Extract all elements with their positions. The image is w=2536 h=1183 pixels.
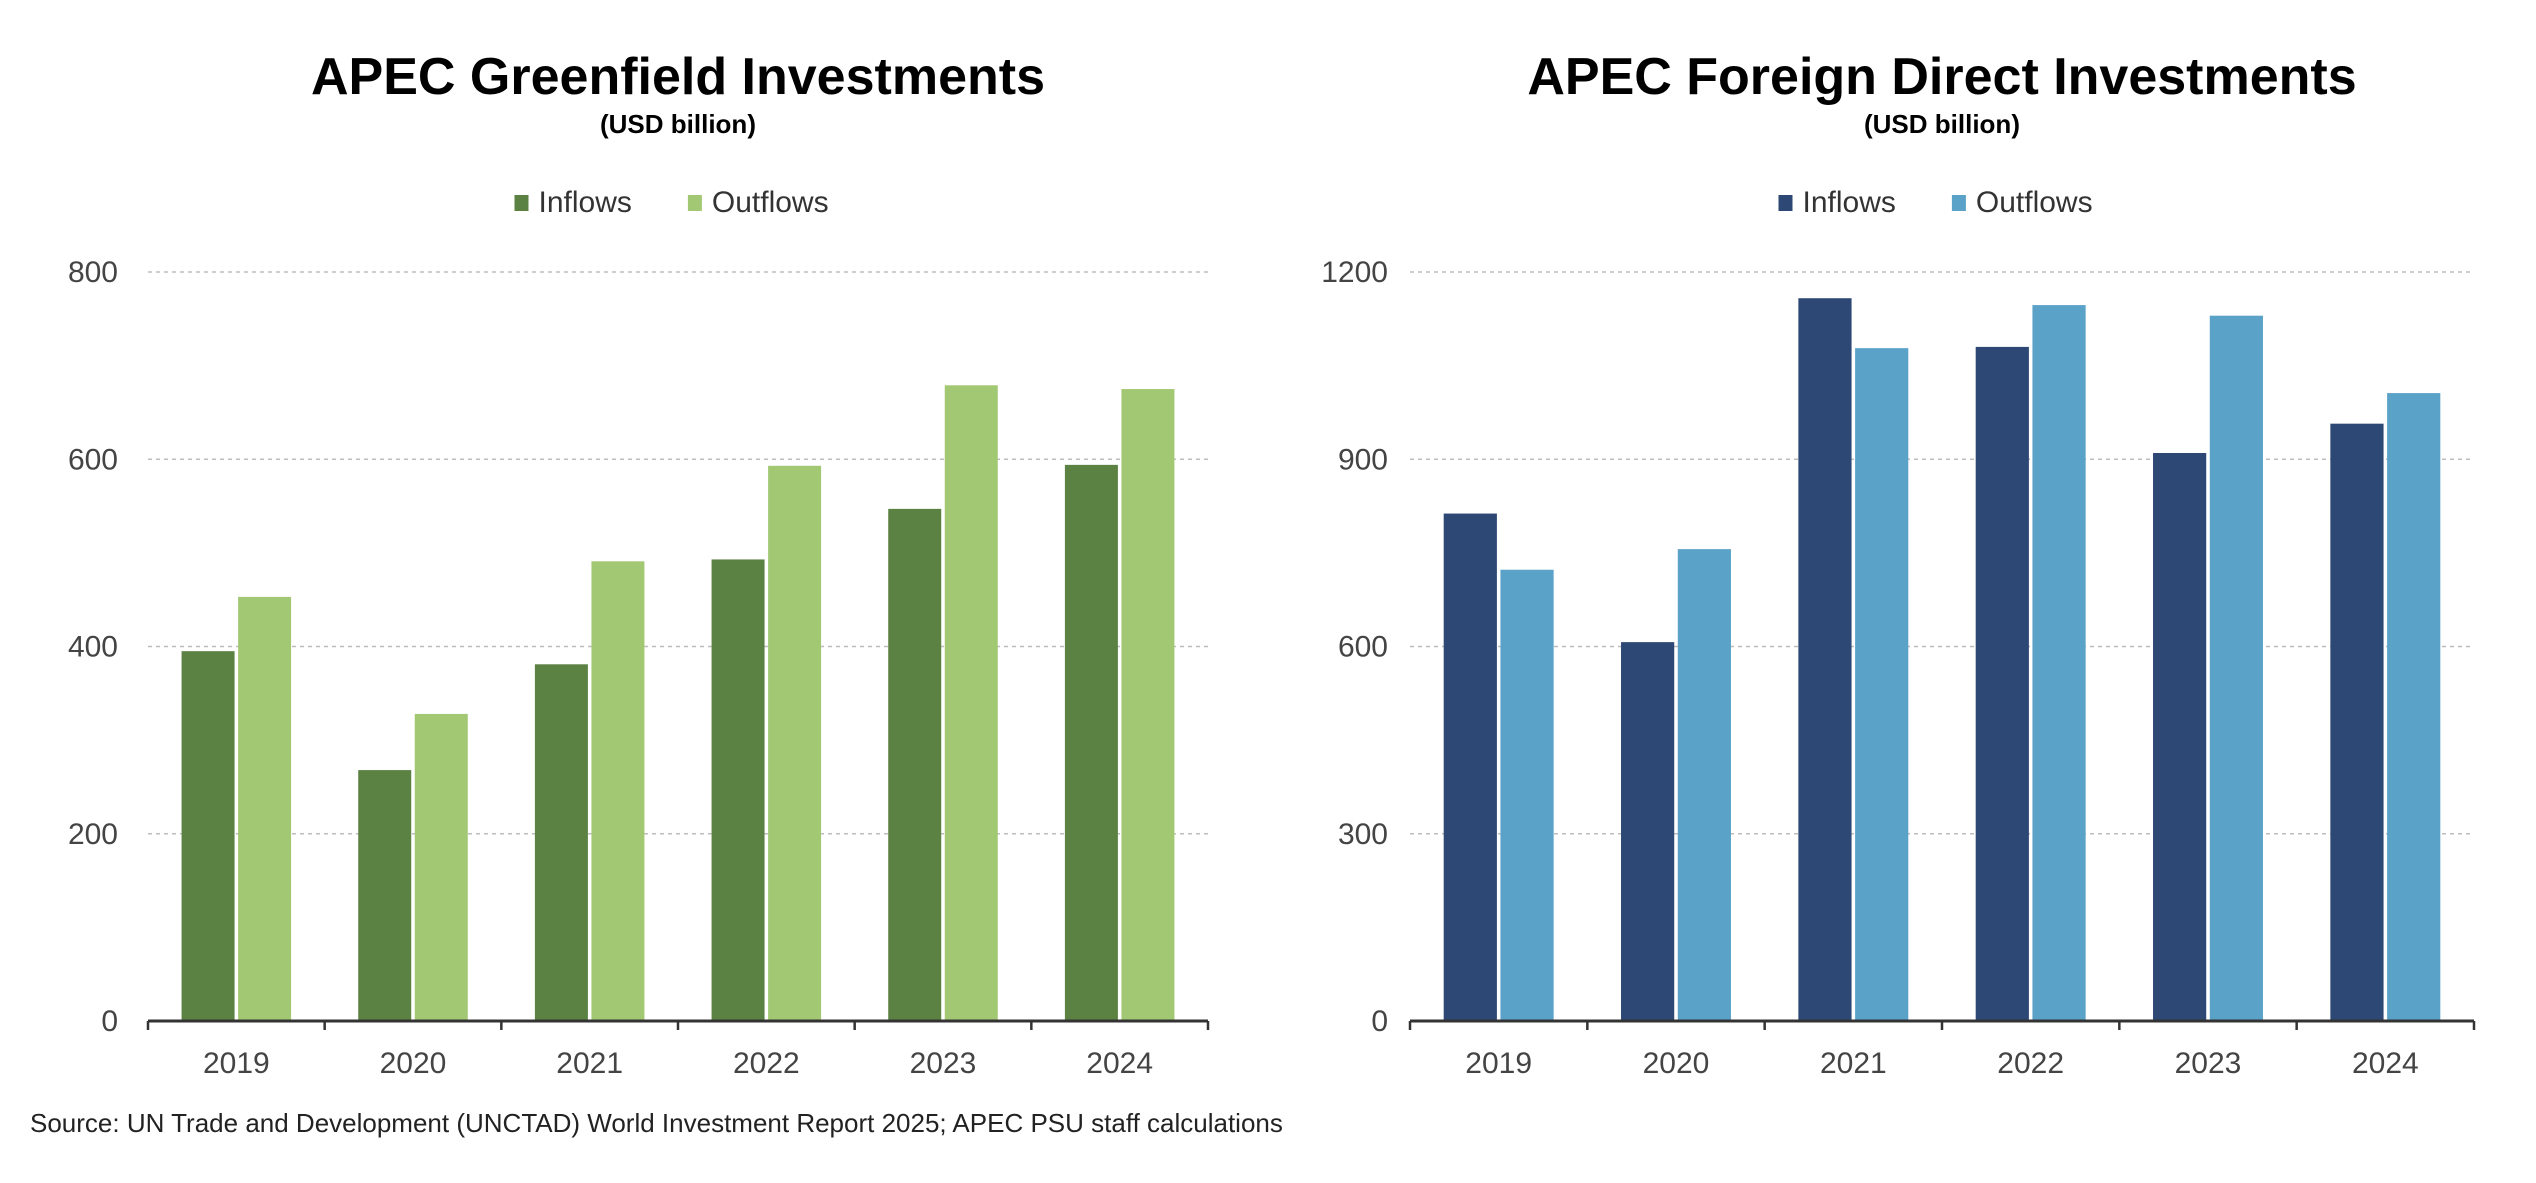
x-tick-label-2024: 2024 bbox=[1086, 1047, 1153, 1080]
legend-item-inflows[interactable]: Inflows bbox=[1778, 186, 1896, 219]
bar-outflows-2022[interactable] bbox=[2032, 305, 2086, 1022]
bar-inflows-2023[interactable] bbox=[888, 508, 942, 1022]
legend-item-outflows[interactable]: Outflows bbox=[687, 186, 829, 219]
bar-outflows-2020[interactable] bbox=[414, 713, 468, 1021]
bar-inflows-2024[interactable] bbox=[2330, 423, 2384, 1021]
chart-title: APEC Foreign Direct Investments bbox=[1527, 48, 2356, 106]
y-tick-label-0: 0 bbox=[101, 1005, 118, 1038]
chart-panel-1: APEC Greenfield Investments(USD billion)… bbox=[68, 48, 1210, 1080]
bar-outflows-2021[interactable] bbox=[1855, 348, 1909, 1022]
chart-subtitle: (USD billion) bbox=[600, 109, 756, 139]
y-tick-label-900: 900 bbox=[1338, 443, 1388, 476]
y-tick-label-1200: 1200 bbox=[1321, 256, 1388, 289]
bar-outflows-2021[interactable] bbox=[591, 561, 645, 1021]
chart-title: APEC Greenfield Investments bbox=[311, 48, 1045, 106]
x-tick-label-2019: 2019 bbox=[1465, 1047, 1532, 1080]
bar-inflows-2021[interactable] bbox=[1798, 298, 1852, 1022]
bar-inflows-2020[interactable] bbox=[1621, 642, 1675, 1021]
x-tick-label-2024: 2024 bbox=[2352, 1047, 2419, 1080]
legend-swatch-outflows bbox=[687, 195, 702, 211]
bar-inflows-2021[interactable] bbox=[534, 664, 588, 1021]
legend-label-inflows: Inflows bbox=[1803, 186, 1896, 219]
bar-outflows-2023[interactable] bbox=[2209, 315, 2263, 1022]
bar-inflows-2024[interactable] bbox=[1064, 464, 1118, 1021]
legend-item-outflows[interactable]: Outflows bbox=[1951, 186, 2093, 219]
bar-outflows-2020[interactable] bbox=[1677, 549, 1731, 1021]
bar-outflows-2022[interactable] bbox=[768, 465, 822, 1022]
bar-outflows-2023[interactable] bbox=[944, 385, 998, 1021]
y-tick-label-600: 600 bbox=[1338, 631, 1388, 664]
y-tick-label-0: 0 bbox=[1371, 1005, 1388, 1038]
x-tick-label-2023: 2023 bbox=[2175, 1047, 2242, 1080]
legend-swatch-outflows bbox=[1951, 195, 1966, 211]
bar-outflows-2019[interactable] bbox=[1500, 569, 1554, 1021]
x-tick-label-2022: 2022 bbox=[733, 1047, 800, 1080]
legend-label-outflows: Outflows bbox=[712, 186, 829, 219]
y-tick-label-400: 400 bbox=[68, 631, 118, 664]
bar-inflows-2023[interactable] bbox=[2153, 453, 2207, 1022]
x-tick-label-2022: 2022 bbox=[1997, 1047, 2064, 1080]
x-tick-label-2023: 2023 bbox=[910, 1047, 977, 1080]
y-tick-label-300: 300 bbox=[1338, 818, 1388, 851]
x-tick-label-2021: 2021 bbox=[1820, 1047, 1887, 1080]
source-note: Source: UN Trade and Development (UNCTAD… bbox=[30, 1108, 1283, 1138]
y-tick-label-200: 200 bbox=[68, 818, 118, 851]
bar-outflows-2019[interactable] bbox=[238, 596, 292, 1021]
x-tick-label-2020: 2020 bbox=[380, 1047, 447, 1080]
legend-swatch-inflows bbox=[514, 195, 529, 211]
x-tick-label-2020: 2020 bbox=[1643, 1047, 1710, 1080]
bar-inflows-2019[interactable] bbox=[181, 651, 235, 1021]
bar-inflows-2020[interactable] bbox=[358, 770, 412, 1021]
legend: Inflows Outflows bbox=[514, 186, 829, 219]
y-tick-label-800: 800 bbox=[68, 256, 118, 289]
legend: Inflows Outflows bbox=[1778, 186, 2093, 219]
bar-inflows-2019[interactable] bbox=[1443, 513, 1497, 1021]
y-tick-label-600: 600 bbox=[68, 443, 118, 476]
bar-outflows-2024[interactable] bbox=[1121, 389, 1175, 1021]
x-tick-label-2021: 2021 bbox=[556, 1047, 623, 1080]
x-tick-label-2019: 2019 bbox=[203, 1047, 270, 1080]
bar-inflows-2022[interactable] bbox=[1975, 346, 2029, 1021]
legend-label-inflows: Inflows bbox=[539, 186, 632, 219]
legend-swatch-inflows bbox=[1778, 195, 1793, 211]
bar-outflows-2024[interactable] bbox=[2387, 393, 2441, 1021]
legend-item-inflows[interactable]: Inflows bbox=[514, 186, 632, 219]
chart-subtitle: (USD billion) bbox=[1864, 109, 2020, 139]
bar-inflows-2022[interactable] bbox=[711, 559, 765, 1021]
legend-label-outflows: Outflows bbox=[1976, 186, 2093, 219]
chart-panel-2: APEC Foreign Direct Investments(USD bill… bbox=[1321, 48, 2476, 1080]
